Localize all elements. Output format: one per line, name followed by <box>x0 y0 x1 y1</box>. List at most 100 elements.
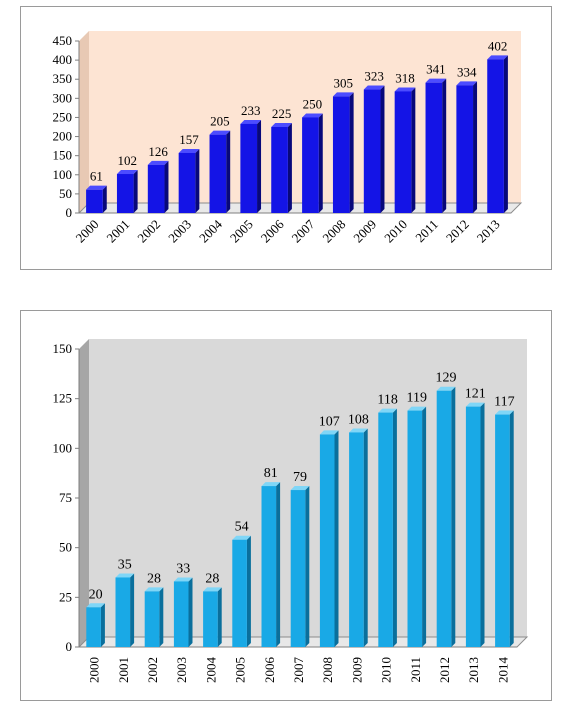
chart-2-y-tick-label: 25 <box>59 589 72 604</box>
chart-1-bar-side <box>442 78 447 213</box>
chart-1-bar-top <box>394 87 416 92</box>
chart-2-bar <box>203 591 218 647</box>
chart-1-bar-top <box>302 113 323 118</box>
chart-1-y-tick-label: 350 <box>53 71 73 86</box>
chart-2-x-tick-label: 2012 <box>437 657 452 683</box>
chart-1-data-label: 126 <box>148 144 168 159</box>
chart-2-bar-side <box>246 535 251 647</box>
chart-1-bar-top <box>209 130 231 135</box>
chart-1-bar-side <box>287 123 292 213</box>
chart-2-bar <box>349 432 364 647</box>
chart-1-bar <box>456 85 474 213</box>
chart-2-bar-side <box>159 587 164 647</box>
chart-2-data-label: 107 <box>319 414 340 429</box>
chart-1-data-label: 157 <box>179 132 199 147</box>
chart-2-data-label: 20 <box>89 587 103 602</box>
chart-2-bar <box>436 390 452 647</box>
chart-2-bar-side <box>100 603 105 647</box>
chart-2-data-label: 81 <box>264 466 278 481</box>
chart-2-bar <box>319 434 335 647</box>
chart-1-y-tick-label: 250 <box>53 109 73 124</box>
chart-1-x-tick-label: 2003 <box>165 217 194 246</box>
chart-1-bar-side <box>473 81 478 214</box>
chart-1-data-label: 225 <box>272 106 292 121</box>
chart-1-bar-side <box>318 113 323 213</box>
chart-1-bar <box>302 117 319 213</box>
chart-2-bar-side <box>130 573 135 647</box>
chart-1-x-tick-label: 2012 <box>443 217 472 246</box>
chart-1-side-wall <box>79 31 89 213</box>
chart-1-bar <box>487 59 504 214</box>
chart-1-x-tick-label: 2010 <box>381 217 410 246</box>
chart-2-y-tick-label: 0 <box>66 639 73 654</box>
chart-1-bar <box>363 89 381 213</box>
chart-2-bar <box>261 486 277 647</box>
chart-2-x-tick-label: 2009 <box>349 657 364 683</box>
chart-2-data-label: 35 <box>118 557 132 572</box>
chart-2-y-tick-label: 150 <box>53 341 73 356</box>
chart-1-x-tick-label: 2009 <box>350 217 379 246</box>
chart-2-x-tick-label: 2002 <box>145 657 160 683</box>
chart-2-x-tick-label: 2011 <box>408 657 423 683</box>
chart-2-bar <box>290 490 306 647</box>
chart-1-data-label: 205 <box>210 114 230 129</box>
chart-2-y-tick-label: 50 <box>59 540 72 555</box>
chart-1-y-tick-label: 100 <box>53 167 73 182</box>
chart-1-frame: 0 50 100 150 200 250 300 350 400 450 61 2000 102 2001… <box>20 6 552 270</box>
chart-1-y-tick-label: 0 <box>66 205 73 220</box>
chart-2-bar-side <box>188 577 193 647</box>
chart-1-data-label: 323 <box>364 69 384 84</box>
chart-2-bar <box>144 591 160 647</box>
chart-2-data-label: 121 <box>465 387 486 402</box>
chart-2-bar-top <box>319 430 339 435</box>
chart-2-y-tick-label: 125 <box>53 391 73 406</box>
chart-1-bar-side <box>257 119 262 213</box>
chart-2-bar-top <box>290 486 310 491</box>
chart-1-y-tick-label: 50 <box>59 186 72 201</box>
chart-1-bar-side <box>226 130 231 213</box>
chart-2-bar-top <box>349 428 368 433</box>
chart-1-data-label: 341 <box>426 62 446 77</box>
chart-1-data-label: 402 <box>488 38 508 53</box>
chart-2-bar-top <box>144 587 164 592</box>
chart-2-bar-top <box>436 386 456 391</box>
chart-1-y-tick-label: 150 <box>53 148 73 163</box>
chart-1-bar <box>240 123 258 213</box>
chart-1-bar-top <box>116 170 138 175</box>
chart-2-x-tick-label: 2001 <box>116 657 131 683</box>
chart-2-x-tick-label: 2005 <box>233 657 248 683</box>
chart-1-bar <box>271 127 288 213</box>
chart-1-data-label: 61 <box>90 169 103 184</box>
chart-2-bar-side <box>363 428 368 647</box>
chart-2-x-tick-label: 2003 <box>174 657 189 683</box>
chart-2-frame: 0 25 50 75 100 125 150 20 2000 35 2001 28 2002 33 2003… <box>20 310 552 701</box>
chart-1-bar-top <box>456 81 478 86</box>
chart-2-bar-top <box>378 408 397 413</box>
chart-1-bar-top <box>147 160 169 165</box>
chart-2-x-tick-label: 2010 <box>379 657 394 683</box>
chart-2-x-tick-label: 2008 <box>320 657 335 683</box>
chart-1-bar-top <box>271 123 292 127</box>
chart-1-x-tick-label: 2001 <box>103 217 132 246</box>
chart-1-x-tick-label: 2002 <box>134 217 163 246</box>
chart-2-bar-side <box>217 587 222 647</box>
chart-1-bar <box>425 82 443 213</box>
chart-1-bar-top <box>425 78 447 83</box>
chart-1-bar-side <box>380 85 385 213</box>
chart-1-bar-side <box>503 55 508 214</box>
chart-1-y-tick-label: 200 <box>53 129 73 144</box>
chart-2-side-wall <box>79 339 89 647</box>
chart-1-svg: 0 50 100 150 200 250 300 350 400 450 61 2000 102 2001… <box>53 31 523 246</box>
chart-2-y-tick-label: 100 <box>53 440 73 455</box>
chart-2-bar-top <box>232 535 251 540</box>
chart-1-x-tick-label: 2006 <box>258 216 287 245</box>
chart-2-data-label: 108 <box>348 412 369 427</box>
chart-1-bar-side <box>411 87 416 213</box>
chart-1-bar <box>394 91 412 213</box>
chart-2-bar-top <box>86 603 105 608</box>
chart-2-x-tick-label: 2004 <box>203 657 218 684</box>
chart-2-data-label: 54 <box>235 520 249 535</box>
chart-2-data-label: 79 <box>293 470 307 485</box>
chart-2-bar-top <box>203 587 222 592</box>
chart-2-bar-top <box>407 406 427 411</box>
